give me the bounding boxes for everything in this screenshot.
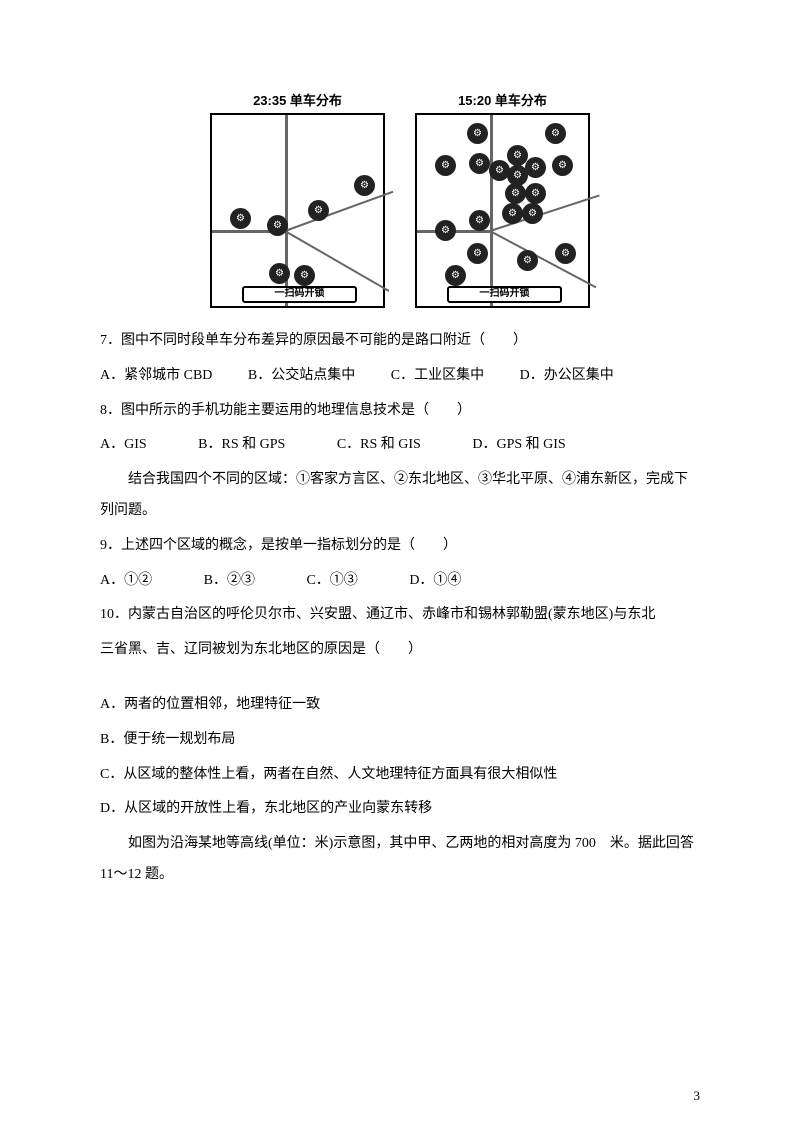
q10-text-1: 10．内蒙古自治区的呼伦贝尔市、兴安盟、通辽市、赤峰市和锡林郭勒盟(蒙东地区)与… (100, 600, 700, 631)
page-number: 3 (694, 1088, 701, 1104)
bike-icon (467, 243, 488, 264)
q8-text: 8．图中所示的手机功能主要运用的地理信息技术是（ ） (100, 396, 700, 427)
bike-icon (267, 215, 288, 236)
bike-icon (505, 183, 526, 204)
q7-text: 7．图中不同时段单车分布差异的原因最不可能的是路口附近（ ） (100, 326, 700, 357)
q8-opt-b: B．RS 和 GPS (198, 430, 285, 461)
bike-icon (525, 157, 546, 178)
intro-contour: 如图为沿海某地等高线(单位：米)示意图，其中甲、乙两地的相对高度为 700 米。… (100, 829, 700, 891)
bike-icon (522, 203, 543, 224)
bike-icon (230, 208, 251, 229)
q9-opt-d: D．①④ (409, 566, 461, 597)
bike-icon (517, 250, 538, 271)
q9-opt-b: B．②③ (204, 566, 255, 597)
bike-icon (545, 123, 566, 144)
intro-regions: 结合我国四个不同的区域：①客家方言区、②东北地区、③华北平原、④浦东新区，完成下… (100, 465, 700, 527)
q7-opt-a: A．紧邻城市 CBD (100, 361, 212, 392)
bike-icon (445, 265, 466, 286)
bike-icon (525, 183, 546, 204)
q9-opt-a: A．①② (100, 566, 152, 597)
bike-icon (469, 210, 490, 231)
map-left-box: 一扫码开锁 (210, 113, 385, 308)
bike-icon (435, 155, 456, 176)
bike-icon (435, 220, 456, 241)
map-right-box: 一扫码开锁 (415, 113, 590, 308)
q8-options: A．GIS B．RS 和 GPS C．RS 和 GIS D．GPS 和 GIS (100, 430, 700, 461)
map-left-block: 23:35 单车分布 一扫码开锁 (210, 90, 385, 308)
map-right-block: 15:20 单车分布 一扫码开锁 (415, 90, 590, 308)
bike-icon (555, 243, 576, 264)
q7-opt-c: C．工业区集中 (391, 361, 484, 392)
scan-label-left: 一扫码开锁 (242, 286, 357, 303)
q9-options: A．①② B．②③ C．①③ D．①④ (100, 566, 700, 597)
bike-icon (467, 123, 488, 144)
q7-options: A．紧邻城市 CBD B．公交站点集中 C．工业区集中 D．办公区集中 (100, 361, 700, 392)
bike-icon (354, 175, 375, 196)
q7-opt-b: B．公交站点集中 (248, 361, 355, 392)
q10-text-2: 三省黑、吉、辽同被划为东北地区的原因是（ ） (100, 635, 700, 666)
q10-opt-c: C．从区域的整体性上看，两者在自然、人文地理特征方面具有很大相似性 (100, 760, 700, 791)
bike-icon (552, 155, 573, 176)
q10-opt-d: D．从区域的开放性上看，东北地区的产业向蒙东转移 (100, 794, 700, 825)
q10-opt-b: B．便于统一规划布局 (100, 725, 700, 756)
bike-icon (469, 153, 490, 174)
map-right-title: 15:20 单车分布 (458, 90, 547, 109)
bike-icon (502, 203, 523, 224)
q9-text: 9．上述四个区域的概念，是按单一指标划分的是（ ） (100, 531, 700, 562)
q8-opt-a: A．GIS (100, 430, 147, 461)
map-left-title: 23:35 单车分布 (253, 90, 342, 109)
scan-label-right: 一扫码开锁 (447, 286, 562, 303)
bike-icon (308, 200, 329, 221)
maps-container: 23:35 单车分布 一扫码开锁 15:20 单车分布 一扫码开锁 (100, 90, 700, 308)
q10-opt-a: A．两者的位置相邻，地理特征一致 (100, 690, 700, 721)
bike-icon (269, 263, 290, 284)
q7-opt-d: D．办公区集中 (520, 361, 614, 392)
q9-opt-c: C．①③ (306, 566, 357, 597)
q8-opt-d: D．GPS 和 GIS (472, 430, 565, 461)
bike-icon (294, 265, 315, 286)
q8-opt-c: C．RS 和 GIS (337, 430, 421, 461)
